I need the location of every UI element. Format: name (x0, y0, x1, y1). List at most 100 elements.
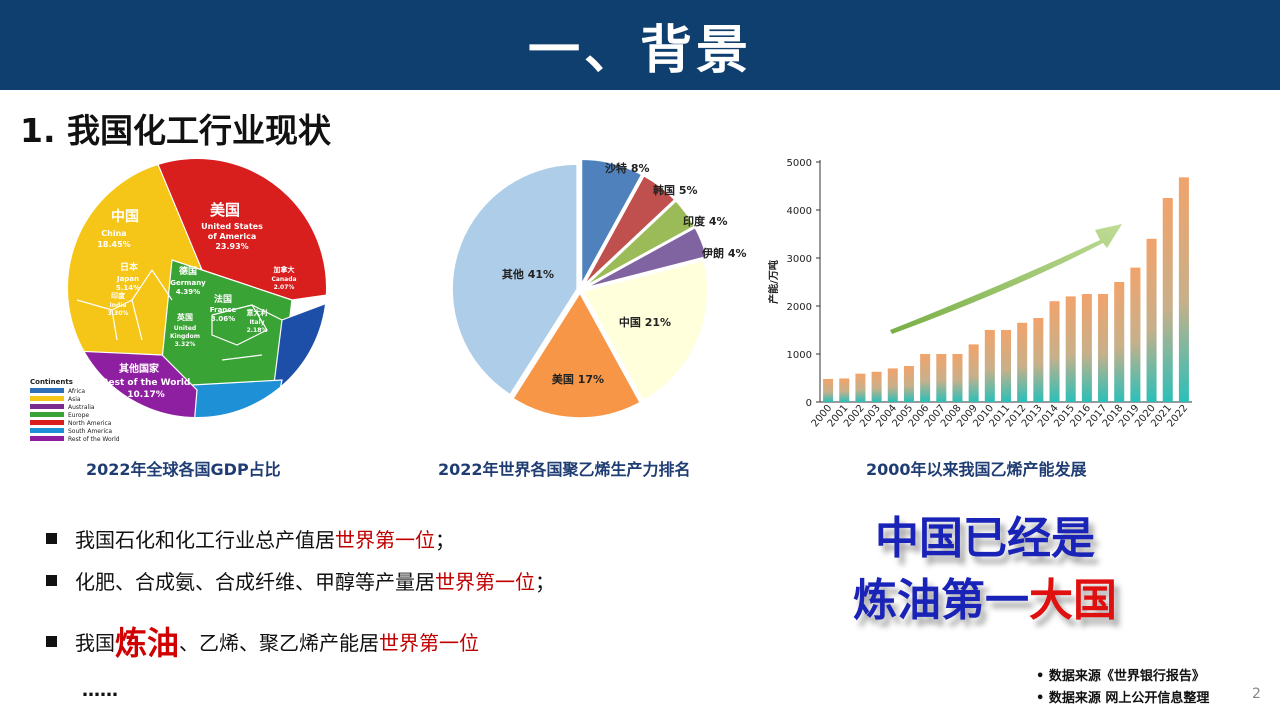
ethylene-bar-chart: 010002000300040005000产能/万吨20002001200220… (767, 158, 1192, 429)
pie-slice-3 (585, 226, 708, 289)
source-line: • 数据来源 网上公开信息整理 (1036, 691, 1210, 706)
svg-text:加拿大: 加拿大 (273, 265, 295, 274)
bar-2000 (823, 378, 834, 402)
bullet-item: 化肥、合成氨、合成纤维、甲醇等产量居 世界第一位； (46, 566, 555, 595)
y-tick-label: 5000 (787, 158, 812, 169)
data-sources: • 数据来源《世界银行报告》 • 数据来源 网上公开信息整理 (1036, 666, 1209, 710)
bar-2004 (887, 368, 898, 402)
bar-2011 (1000, 330, 1012, 402)
bar-2003 (871, 371, 882, 402)
pie-label-3: 伊朗 4% (701, 246, 747, 260)
pie-slice-5 (511, 291, 642, 419)
square-bullet-icon (46, 635, 57, 647)
svg-text:5.14%: 5.14% (116, 284, 140, 292)
section-heading: 1. 我国化工行业现状 (20, 111, 331, 150)
pie-label-1: 韩国 5% (653, 183, 698, 197)
svg-text:Australia: Australia (68, 404, 95, 411)
svg-text:China: China (101, 229, 126, 238)
svg-text:其他国家: 其他国家 (119, 362, 160, 375)
bar-2020 (1146, 238, 1157, 402)
pie-label-5: 美国 17% (552, 372, 604, 386)
callout-statement: 中国已经是 炼油第一大国 (853, 513, 1117, 626)
bar-2014 (1049, 301, 1060, 402)
ellipsis: …… (82, 680, 118, 701)
svg-text:Africa: Africa (68, 388, 85, 395)
svg-text:Kingdom: Kingdom (170, 333, 200, 340)
pie-slice-2 (584, 199, 696, 288)
gdp-share-figure: 中国 China 18.45% 美国 United States of Amer… (30, 157, 328, 443)
bar-2007 (936, 354, 947, 402)
svg-text:3.32%: 3.32% (175, 341, 196, 348)
slide-title: 一、背景 (527, 20, 752, 81)
svg-text:德国: 德国 (179, 265, 197, 277)
y-tick-label: 3000 (787, 254, 812, 265)
svg-text:3.30%: 3.30% (108, 310, 129, 317)
gdp-caption: 2022年全球各国GDP占比 (86, 460, 281, 479)
svg-text:英国: 英国 (176, 312, 193, 322)
region-south-america (191, 379, 283, 418)
svg-text:South America: South America (68, 428, 112, 435)
bar-2015 (1065, 296, 1076, 402)
svg-text:23.93%: 23.93% (215, 242, 248, 251)
svg-text:3.06%: 3.06% (211, 315, 235, 323)
y-tick-label: 4000 (787, 206, 812, 217)
bar-2008 (952, 354, 963, 402)
svg-text:Rest of the World: Rest of the World (68, 436, 120, 443)
pie-slice-4 (581, 259, 709, 402)
bar-2018 (1114, 282, 1125, 402)
pie-slice-1 (583, 174, 676, 286)
pe-caption: 2022年世界各国聚乙烯生产力排名 (438, 460, 691, 479)
bar-2022 (1178, 177, 1189, 402)
source-line: • 数据来源《世界银行报告》 (1036, 669, 1205, 684)
svg-text:of America: of America (208, 232, 257, 241)
y-tick-label: 1000 (787, 350, 812, 361)
y-tick-label: 2000 (787, 302, 812, 313)
pie-slice-0 (580, 158, 643, 285)
bar-2006 (920, 354, 931, 402)
svg-text:意大利: 意大利 (247, 308, 268, 317)
bar-2012 (1017, 322, 1028, 402)
svg-text:Rest of the World: Rest of the World (102, 378, 191, 388)
svg-text:18.45%: 18.45% (97, 240, 130, 249)
svg-text:印度: 印度 (111, 291, 126, 300)
bullet-item: 我国石化和化工行业总产值居 世界第一位； (46, 524, 455, 553)
bar-2005 (903, 366, 914, 402)
ethylene-caption: 2000年以来我国乙烯产能发展 (866, 460, 1087, 479)
svg-text:Canada: Canada (271, 276, 296, 283)
svg-text:美国: 美国 (210, 201, 240, 219)
svg-text:法国: 法国 (214, 293, 232, 305)
bar-2009 (968, 344, 979, 402)
square-bullet-icon (46, 533, 57, 544)
growth-arrow-icon (890, 224, 1122, 334)
page-number: 2 (1252, 686, 1261, 702)
svg-text:10.17%: 10.17% (127, 390, 165, 400)
bullet-item: 我国 炼油 、乙烯、聚乙烯产能居 世界第一位 (46, 618, 479, 664)
square-bullet-icon (46, 575, 57, 586)
svg-text:India: India (110, 302, 127, 309)
svg-text:日本: 日本 (120, 261, 139, 273)
svg-text:4.39%: 4.39% (176, 288, 200, 296)
title-bar: 一、背景 (0, 0, 1280, 90)
continents-legend-title: Continents (30, 378, 73, 386)
svg-text:Germany: Germany (170, 279, 206, 287)
svg-text:France: France (210, 306, 237, 314)
svg-text:United: United (174, 325, 196, 332)
bar-2001 (839, 378, 850, 402)
pe-pie-chart: 沙特 8%韩国 5% 印度 4% 伊朗 4% 中国 21% 美国 17% 其他 41% (451, 158, 747, 419)
svg-text:2.18%: 2.18% (247, 327, 268, 334)
svg-text:Europe: Europe (68, 412, 89, 419)
svg-text:Italy: Italy (249, 319, 264, 326)
svg-text:Asia: Asia (68, 396, 81, 403)
pie-label-6: 其他 41% (502, 267, 554, 281)
svg-text:North America: North America (68, 420, 112, 427)
bar-2017 (1098, 294, 1109, 402)
pie-label-0: 沙特 8% (605, 161, 650, 175)
svg-text:United States: United States (201, 222, 263, 231)
pie-slice-6 (451, 163, 578, 396)
y-axis-label: 产能/万吨 (767, 260, 780, 304)
svg-text:2.07%: 2.07% (274, 284, 295, 291)
bar-2016 (1081, 294, 1092, 402)
y-tick-label: 0 (806, 398, 812, 409)
label-china-cn: 中国 (111, 208, 139, 225)
pie-label-4: 中国 21% (619, 315, 671, 329)
